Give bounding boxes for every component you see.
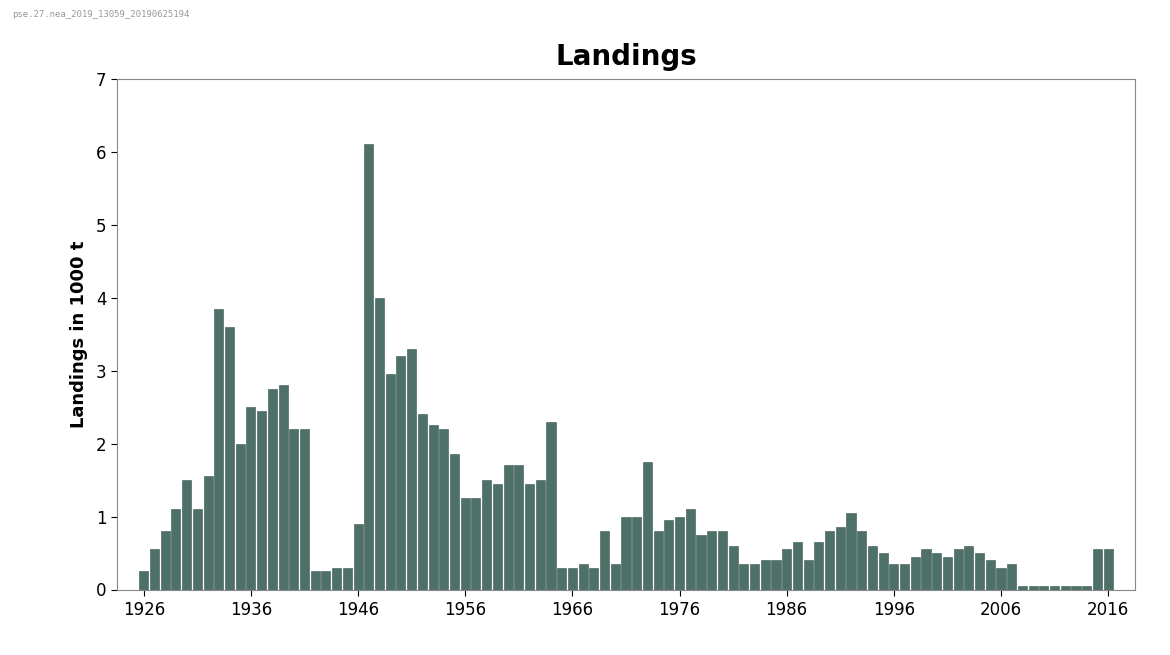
Bar — [150, 550, 159, 590]
Bar — [515, 466, 523, 590]
Bar — [922, 550, 930, 590]
Bar — [1093, 550, 1102, 590]
Bar — [204, 476, 213, 590]
Bar — [771, 560, 780, 590]
Bar — [846, 513, 855, 590]
Bar — [525, 483, 534, 590]
Bar — [397, 356, 406, 590]
Bar — [675, 517, 684, 590]
Bar — [954, 550, 963, 590]
Bar — [289, 429, 298, 590]
Bar — [139, 571, 149, 590]
Bar — [665, 520, 674, 590]
Bar — [825, 531, 834, 590]
Bar — [997, 568, 1005, 590]
Bar — [611, 564, 620, 590]
Bar — [804, 560, 813, 590]
Bar — [353, 524, 363, 590]
Title: Landings: Landings — [555, 43, 697, 71]
Bar — [300, 429, 309, 590]
Bar — [278, 385, 288, 590]
Bar — [696, 534, 706, 590]
Bar — [364, 144, 373, 590]
Bar — [1082, 586, 1092, 590]
Bar — [461, 498, 470, 590]
Bar — [578, 564, 587, 590]
Bar — [428, 425, 438, 590]
Y-axis label: Landings in 1000 t: Landings in 1000 t — [70, 240, 88, 428]
Bar — [493, 483, 502, 590]
Bar — [407, 348, 417, 590]
Bar — [750, 564, 759, 590]
Bar — [1072, 586, 1081, 590]
Bar — [546, 422, 556, 590]
Bar — [739, 564, 749, 590]
Bar — [482, 480, 491, 590]
Bar — [536, 480, 545, 590]
Bar — [654, 531, 662, 590]
Bar — [214, 309, 223, 590]
Bar — [686, 509, 695, 590]
Bar — [418, 415, 427, 590]
Bar — [235, 443, 245, 590]
Bar — [311, 571, 319, 590]
Bar — [343, 568, 352, 590]
Bar — [247, 407, 255, 590]
Bar — [642, 462, 652, 590]
Bar — [1007, 564, 1017, 590]
Bar — [268, 389, 277, 590]
Bar — [868, 546, 878, 590]
Bar — [718, 531, 727, 590]
Bar — [1018, 586, 1027, 590]
Bar — [793, 542, 801, 590]
Bar — [193, 509, 202, 590]
Text: pse.27.nea_2019_13059_20190625194: pse.27.nea_2019_13059_20190625194 — [12, 10, 190, 19]
Bar — [975, 553, 984, 590]
Bar — [557, 568, 566, 590]
Bar — [332, 568, 342, 590]
Bar — [450, 455, 459, 590]
Bar — [439, 429, 448, 590]
Bar — [374, 297, 384, 590]
Bar — [600, 531, 610, 590]
Bar — [472, 498, 481, 590]
Bar — [1049, 586, 1059, 590]
Bar — [590, 568, 598, 590]
Bar — [900, 564, 909, 590]
Bar — [729, 546, 737, 590]
Bar — [632, 517, 641, 590]
Bar — [889, 564, 899, 590]
Bar — [1028, 586, 1038, 590]
Bar — [964, 546, 973, 590]
Bar — [782, 550, 791, 590]
Bar — [322, 571, 330, 590]
Bar — [567, 568, 577, 590]
Bar — [171, 509, 180, 590]
Bar — [760, 560, 770, 590]
Bar — [257, 411, 267, 590]
Bar — [910, 557, 920, 590]
Bar — [183, 480, 191, 590]
Bar — [1061, 586, 1069, 590]
Bar — [943, 557, 952, 590]
Bar — [835, 527, 845, 590]
Bar — [985, 560, 994, 590]
Bar — [225, 327, 234, 590]
Bar — [503, 466, 512, 590]
Bar — [1039, 586, 1048, 590]
Bar — [621, 517, 631, 590]
Bar — [160, 531, 170, 590]
Bar — [879, 553, 888, 590]
Bar — [386, 374, 394, 590]
Bar — [814, 542, 824, 590]
Bar — [707, 531, 716, 590]
Bar — [858, 531, 866, 590]
Bar — [932, 553, 941, 590]
Bar — [1103, 550, 1113, 590]
